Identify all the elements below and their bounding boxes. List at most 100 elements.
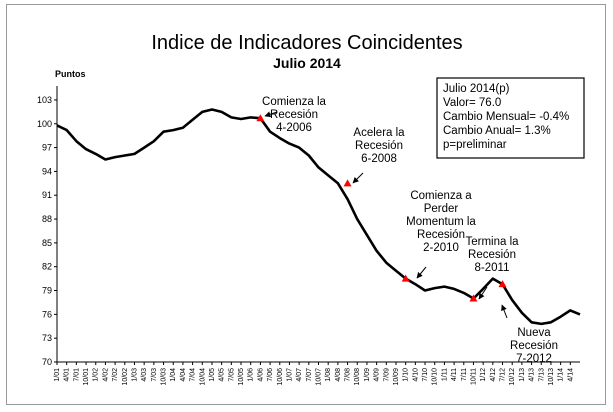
annotation-arrow xyxy=(352,172,364,184)
y-tick-label: 103 xyxy=(37,95,52,105)
info-box-line: Cambio Mensual= -0.4% xyxy=(443,111,569,123)
x-tick-label: 10/03 xyxy=(161,368,168,386)
annotation-text: Nueva xyxy=(517,327,551,339)
recession-marker xyxy=(343,179,352,187)
line-chart: Indice de Indicadores Coincidentes Julio… xyxy=(37,32,585,386)
x-tick-label: 7/09 xyxy=(383,368,390,382)
annotation-text: Recesión xyxy=(510,340,558,352)
x-tick-label: 4/03 xyxy=(141,368,148,382)
annotation-text: Comienza a xyxy=(410,190,472,202)
info-box-line: Cambio Anual= 1.3% xyxy=(443,125,551,137)
x-tick-label: 7/08 xyxy=(345,368,352,382)
x-tick-label: 1/12 xyxy=(480,368,487,382)
y-tick-label: 88 xyxy=(42,214,52,224)
annotation-text: 4-2006 xyxy=(276,122,312,134)
annotation-text: 2-2010 xyxy=(423,242,459,254)
x-tick-label: 1/01 xyxy=(54,368,61,382)
x-tick-label: 4/06 xyxy=(257,368,264,382)
y-tick-label: 85 xyxy=(42,238,52,248)
x-tick-label: 7/04 xyxy=(190,368,197,382)
x-tick-label: 1/09 xyxy=(364,368,371,382)
annotation-text: Recesión xyxy=(270,109,318,121)
x-tick-label: 4/11 xyxy=(451,368,458,381)
x-tick-label: 7/13 xyxy=(538,368,545,382)
y-tick-label: 94 xyxy=(42,166,52,176)
x-tick-label: 10/06 xyxy=(277,368,284,386)
x-tick-label: 10/05 xyxy=(238,368,245,386)
x-tick-label: 7/11 xyxy=(461,368,468,381)
recession-marker xyxy=(469,294,478,302)
x-tick-label: 7/12 xyxy=(500,368,507,382)
x-tick-label: 1/04 xyxy=(170,368,177,382)
annotation-text: Termina la xyxy=(465,236,519,248)
annotation-text: Recesión xyxy=(468,249,516,261)
x-tick-label: 4/09 xyxy=(374,368,381,382)
y-tick-label: 79 xyxy=(42,286,52,296)
annotation-arrow xyxy=(264,111,278,118)
y-tick-label: 73 xyxy=(42,333,52,343)
x-tick-label: 1/07 xyxy=(286,368,293,382)
chart-frame: Indice de Indicadores Coincidentes Julio… xyxy=(6,4,606,405)
x-tick-label: 4/14 xyxy=(567,368,574,382)
chart-subtitle: Julio 2014 xyxy=(273,55,341,71)
x-tick-label: 10/11 xyxy=(470,368,477,385)
x-tick-label: 10/02 xyxy=(122,368,129,386)
annotation-text: Momentum la xyxy=(406,216,476,228)
y-tick-label: 97 xyxy=(42,143,52,153)
x-tick-label: 4/05 xyxy=(219,368,226,382)
annotation-text: 6-2008 xyxy=(361,153,397,165)
x-tick-label: 10/12 xyxy=(509,368,516,386)
x-tick-label: 1/03 xyxy=(131,368,138,382)
x-tick-label: 7/03 xyxy=(151,368,158,382)
x-tick-label: 10/04 xyxy=(199,368,206,386)
x-tick-label: 7/10 xyxy=(422,368,429,382)
x-tick-label: 4/12 xyxy=(490,368,497,382)
annotation-arrow xyxy=(501,304,508,319)
x-tick-label: 1/06 xyxy=(248,368,255,382)
x-tick-label: 1/13 xyxy=(519,368,526,382)
annotation-text: Perder xyxy=(424,203,459,215)
x-tick-label: 4/07 xyxy=(296,368,303,382)
chart-title: Indice de Indicadores Coincidentes xyxy=(151,32,462,54)
recession-marker xyxy=(256,114,265,122)
x-tick-label: 1/05 xyxy=(209,368,216,382)
y-axis-label: Puntos xyxy=(55,69,86,79)
annotation-text: 8-2011 xyxy=(475,262,510,274)
x-tick-label: 4/13 xyxy=(529,368,536,382)
annotation-arrow xyxy=(478,286,488,300)
x-tick-label: 7/01 xyxy=(73,368,80,382)
x-tick-label: 4/02 xyxy=(102,368,109,382)
x-tick-label: 1/14 xyxy=(558,368,565,382)
x-tick-label: 1/11 xyxy=(441,368,448,381)
y-tick-label: 91 xyxy=(42,190,52,200)
x-tick-label: 10/08 xyxy=(354,368,361,386)
x-tick-label: 7/06 xyxy=(267,368,274,382)
x-tick-label: 4/10 xyxy=(412,368,419,382)
x-tick-label: 10/09 xyxy=(393,368,400,386)
annotation-text: Comienza la xyxy=(262,96,327,108)
annotation-text: Acelera la xyxy=(353,127,405,139)
x-tick-label: 1/08 xyxy=(325,368,332,382)
y-tick-label: 82 xyxy=(42,262,52,272)
annotation-arrow xyxy=(416,266,427,279)
x-tick-label: 10/01 xyxy=(83,368,90,386)
x-tick-label: 1/02 xyxy=(93,368,100,382)
annotation-text: Recesión xyxy=(355,140,403,152)
recession-marker xyxy=(498,280,507,288)
annotation-text: Recesión xyxy=(417,229,465,241)
y-tick-label: 76 xyxy=(42,309,52,319)
x-tick-label: 10/07 xyxy=(316,368,323,386)
recession-marker xyxy=(401,274,410,282)
x-tick-label: 10/13 xyxy=(548,368,555,386)
info-box-line: Valor= 76.0 xyxy=(443,97,501,109)
x-tick-label: 7/02 xyxy=(112,368,119,382)
x-tick-label: 4/01 xyxy=(64,368,71,382)
x-tick-label: 1/10 xyxy=(403,368,410,382)
x-tick-label: 4/08 xyxy=(335,368,342,382)
y-tick-label: 100 xyxy=(37,119,52,129)
x-tick-label: 7/05 xyxy=(228,368,235,382)
info-box-line: Julio 2014(p) xyxy=(443,83,510,95)
y-tick-label: 70 xyxy=(42,357,52,367)
info-box xyxy=(436,77,585,159)
